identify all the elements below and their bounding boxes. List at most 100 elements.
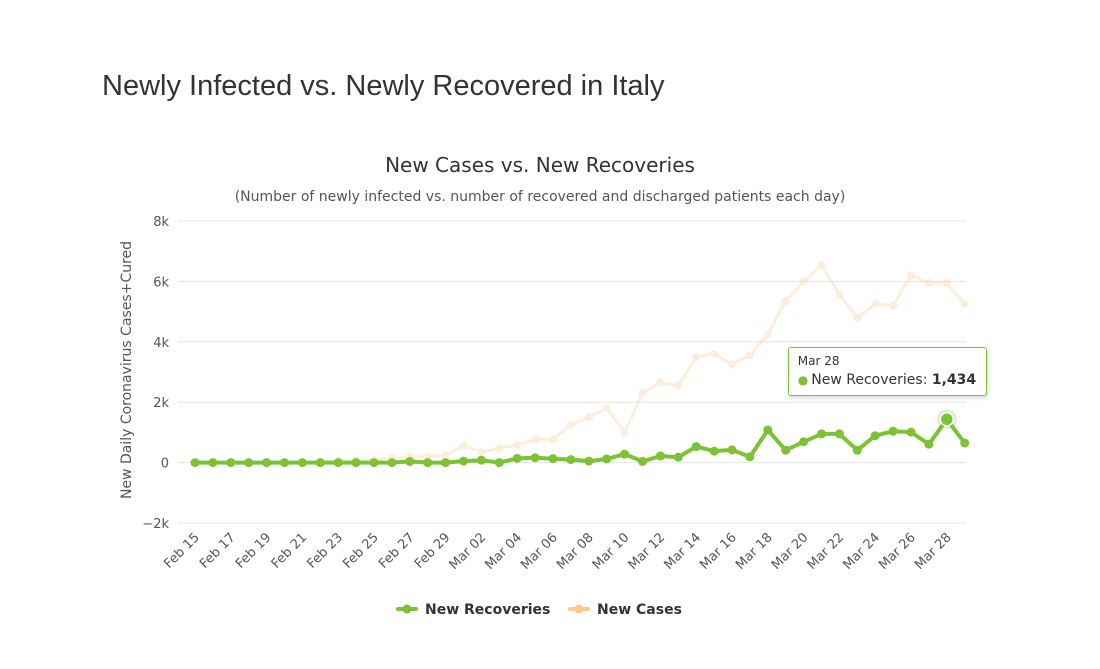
hover-point[interactable]	[939, 412, 955, 427]
data-point[interactable]	[728, 360, 736, 369]
data-point[interactable]	[297, 458, 307, 468]
x-tick-label: Mar 12	[626, 530, 669, 573]
data-point[interactable]	[674, 381, 683, 390]
y-tick-label: −2k	[142, 517, 169, 532]
data-point[interactable]	[262, 458, 272, 468]
data-point[interactable]	[620, 449, 630, 459]
data-point[interactable]	[906, 427, 916, 437]
data-point[interactable]	[960, 438, 970, 448]
data-point[interactable]	[710, 349, 719, 358]
data-point[interactable]	[656, 378, 665, 387]
tooltip-row: ● New Recoveries: 1,434	[797, 372, 977, 389]
data-point[interactable]	[602, 404, 611, 413]
data-point[interactable]	[549, 435, 557, 444]
x-tick-label: Feb 19	[233, 530, 275, 572]
data-point[interactable]	[620, 428, 629, 437]
data-point[interactable]	[889, 301, 898, 310]
x-tick-label: Feb 17	[197, 530, 239, 572]
x-tick-label: Mar 24	[840, 530, 883, 573]
data-point[interactable]	[763, 330, 772, 339]
data-point[interactable]	[638, 456, 647, 466]
x-tick-label: Mar 06	[518, 530, 561, 573]
legend[interactable]: New Recoveries New Cases	[396, 602, 682, 618]
data-point[interactable]	[781, 297, 790, 306]
data-point[interactable]	[638, 389, 647, 398]
data-point[interactable]	[495, 444, 504, 453]
data-point[interactable]	[333, 458, 343, 468]
x-tick-label: Feb 25	[340, 530, 382, 572]
data-point[interactable]	[870, 431, 880, 441]
data-point[interactable]	[942, 278, 951, 287]
data-point[interactable]	[494, 458, 504, 468]
data-point[interactable]	[852, 445, 862, 455]
data-point[interactable]	[190, 458, 200, 468]
data-point[interactable]	[907, 271, 915, 280]
data-point[interactable]	[441, 458, 451, 468]
data-point[interactable]	[566, 455, 576, 465]
data-point[interactable]	[835, 290, 844, 299]
data-point[interactable]	[871, 300, 880, 309]
data-point[interactable]	[691, 442, 701, 452]
data-point[interactable]	[584, 413, 593, 422]
page-heading: Newly Infected vs. Newly Recovered in It…	[102, 70, 665, 102]
x-tick-label: Mar 02	[447, 530, 490, 573]
data-point[interactable]	[476, 455, 486, 465]
data-point[interactable]	[477, 448, 486, 457]
data-point[interactable]	[423, 458, 433, 468]
data-point[interactable]	[423, 452, 432, 461]
data-point[interactable]	[530, 453, 540, 463]
data-point[interactable]	[745, 452, 755, 462]
data-point[interactable]	[888, 426, 898, 436]
data-point[interactable]	[817, 260, 826, 269]
data-point[interactable]	[512, 453, 522, 463]
data-point[interactable]	[548, 454, 558, 464]
legend-label[interactable]: New Cases	[597, 602, 682, 618]
data-point[interactable]	[513, 441, 522, 450]
legend-item[interactable]: New Recoveries	[396, 602, 550, 618]
x-tick-label: Mar 14	[661, 530, 704, 573]
data-point[interactable]	[584, 456, 594, 466]
data-point[interactable]	[459, 441, 468, 450]
series-layer	[190, 260, 970, 468]
data-point[interactable]	[853, 313, 862, 322]
data-point[interactable]	[817, 429, 826, 439]
data-point[interactable]	[459, 456, 468, 466]
data-point[interactable]	[405, 456, 415, 466]
data-point[interactable]	[960, 300, 969, 309]
data-point[interactable]	[924, 278, 933, 287]
data-point[interactable]	[655, 451, 665, 461]
legend-marker-icon	[402, 604, 412, 614]
data-point[interactable]	[834, 429, 844, 439]
data-point[interactable]	[531, 435, 540, 444]
data-point[interactable]	[441, 451, 450, 460]
data-point[interactable]	[673, 452, 683, 462]
data-point[interactable]	[763, 425, 773, 435]
x-tick-label: Feb 27	[376, 530, 418, 572]
x-tick-label: Mar 28	[912, 530, 955, 573]
data-point[interactable]	[602, 454, 612, 464]
data-point[interactable]	[727, 445, 737, 455]
data-point[interactable]	[208, 458, 218, 468]
x-tick-label: Mar 08	[554, 530, 597, 573]
data-point[interactable]	[781, 445, 791, 455]
x-tick-label: Mar 22	[805, 530, 848, 573]
data-point[interactable]	[566, 420, 575, 429]
data-point[interactable]	[226, 458, 236, 468]
data-point[interactable]	[692, 352, 701, 361]
data-point[interactable]	[387, 458, 397, 468]
data-point[interactable]	[280, 458, 289, 468]
data-point[interactable]	[244, 458, 254, 468]
data-point[interactable]	[924, 439, 934, 449]
data-point[interactable]	[709, 446, 719, 456]
legend-item[interactable]: New Cases	[568, 602, 682, 618]
data-point[interactable]	[315, 458, 325, 468]
data-point[interactable]	[799, 277, 808, 286]
data-point[interactable]	[799, 437, 809, 447]
data-point[interactable]	[745, 351, 754, 360]
data-point[interactable]	[369, 458, 379, 468]
data-point[interactable]	[351, 458, 361, 468]
x-tick-label: Feb 15	[161, 530, 203, 572]
x-tick-label: Mar 26	[876, 530, 919, 573]
tooltip-value: 1,434	[931, 372, 977, 389]
legend-label[interactable]: New Recoveries	[425, 602, 550, 618]
